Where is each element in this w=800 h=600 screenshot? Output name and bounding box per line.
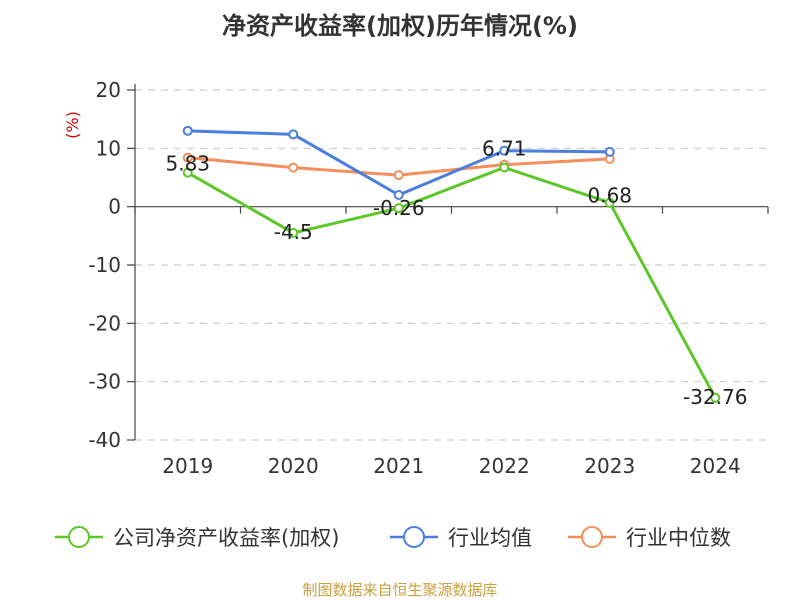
legend-marker-icon [403, 526, 425, 548]
legend-marker-icon [581, 526, 603, 548]
data-labels: 5.83 -4.5 -0.26 6.71 0.68 -32.76 [165, 137, 747, 409]
data-label: 6.71 [482, 137, 527, 161]
legend-item-2[interactable]: 行业中位数 [568, 526, 731, 550]
legend-label: 行业均值 [448, 526, 532, 550]
legend-label: 公司净资产收益率(加权) [113, 526, 339, 550]
series-point-2 [182, 152, 193, 163]
data-label: -4.5 [274, 220, 313, 244]
series-point-0 [604, 197, 615, 208]
chart-title: 净资产收益率(加权)历年情况(%) [222, 12, 578, 40]
x-tick-label: 2021 [373, 454, 424, 478]
grid-lines [135, 89, 768, 441]
source-note: 制图数据来自恒生聚源数据库 [302, 581, 497, 599]
x-tick-label: 2022 [479, 454, 530, 478]
series-point-2 [288, 162, 299, 173]
x-tick-label: 2019 [162, 454, 213, 478]
data-label: 0.68 [587, 184, 632, 208]
series-point-1 [604, 146, 615, 157]
y-tick-label: -20 [88, 311, 121, 335]
x-tick-label: 2024 [690, 454, 741, 478]
series-point-0 [393, 203, 404, 214]
series-point-0 [499, 162, 510, 173]
series-point-2 [393, 170, 404, 181]
series-point-1 [182, 125, 193, 136]
y-tick-label: 0 [108, 195, 121, 219]
legend[interactable]: 公司净资产收益率(加权) 行业均值 行业中位数 [55, 526, 731, 550]
series-line-0 [187, 166, 717, 399]
data-label: 5.83 [165, 152, 210, 176]
y-tick-label: -10 [88, 253, 121, 277]
y-tick-label: 20 [96, 78, 121, 102]
y-tick-label: -30 [88, 370, 121, 394]
y-tick-label: 10 [96, 136, 121, 160]
series-lines [182, 125, 721, 403]
series-point-1 [288, 129, 299, 140]
series-point-0 [710, 392, 721, 403]
axes: 20 10 0 -10 -20 -30 -40 2019 2020 2021 2022 2023 202… [88, 78, 769, 478]
series-point-1 [499, 145, 510, 156]
legend-label: 行业中位数 [626, 526, 731, 550]
data-label: -32.76 [683, 385, 747, 409]
legend-item-1[interactable]: 行业均值 [390, 526, 532, 550]
series-point-0 [182, 167, 193, 178]
legend-item-0[interactable]: 公司净资产收益率(加权) [55, 526, 339, 550]
y-axis-unit-label: (%) [63, 111, 82, 139]
legend-marker-icon [68, 526, 90, 548]
x-tick-label: 2020 [268, 454, 319, 478]
series-point-0 [288, 227, 299, 238]
series-point-1 [393, 190, 404, 200]
y-tick-label: -40 [88, 428, 121, 452]
x-tick-label: 2023 [584, 454, 635, 478]
data-label: -0.26 [373, 196, 425, 220]
